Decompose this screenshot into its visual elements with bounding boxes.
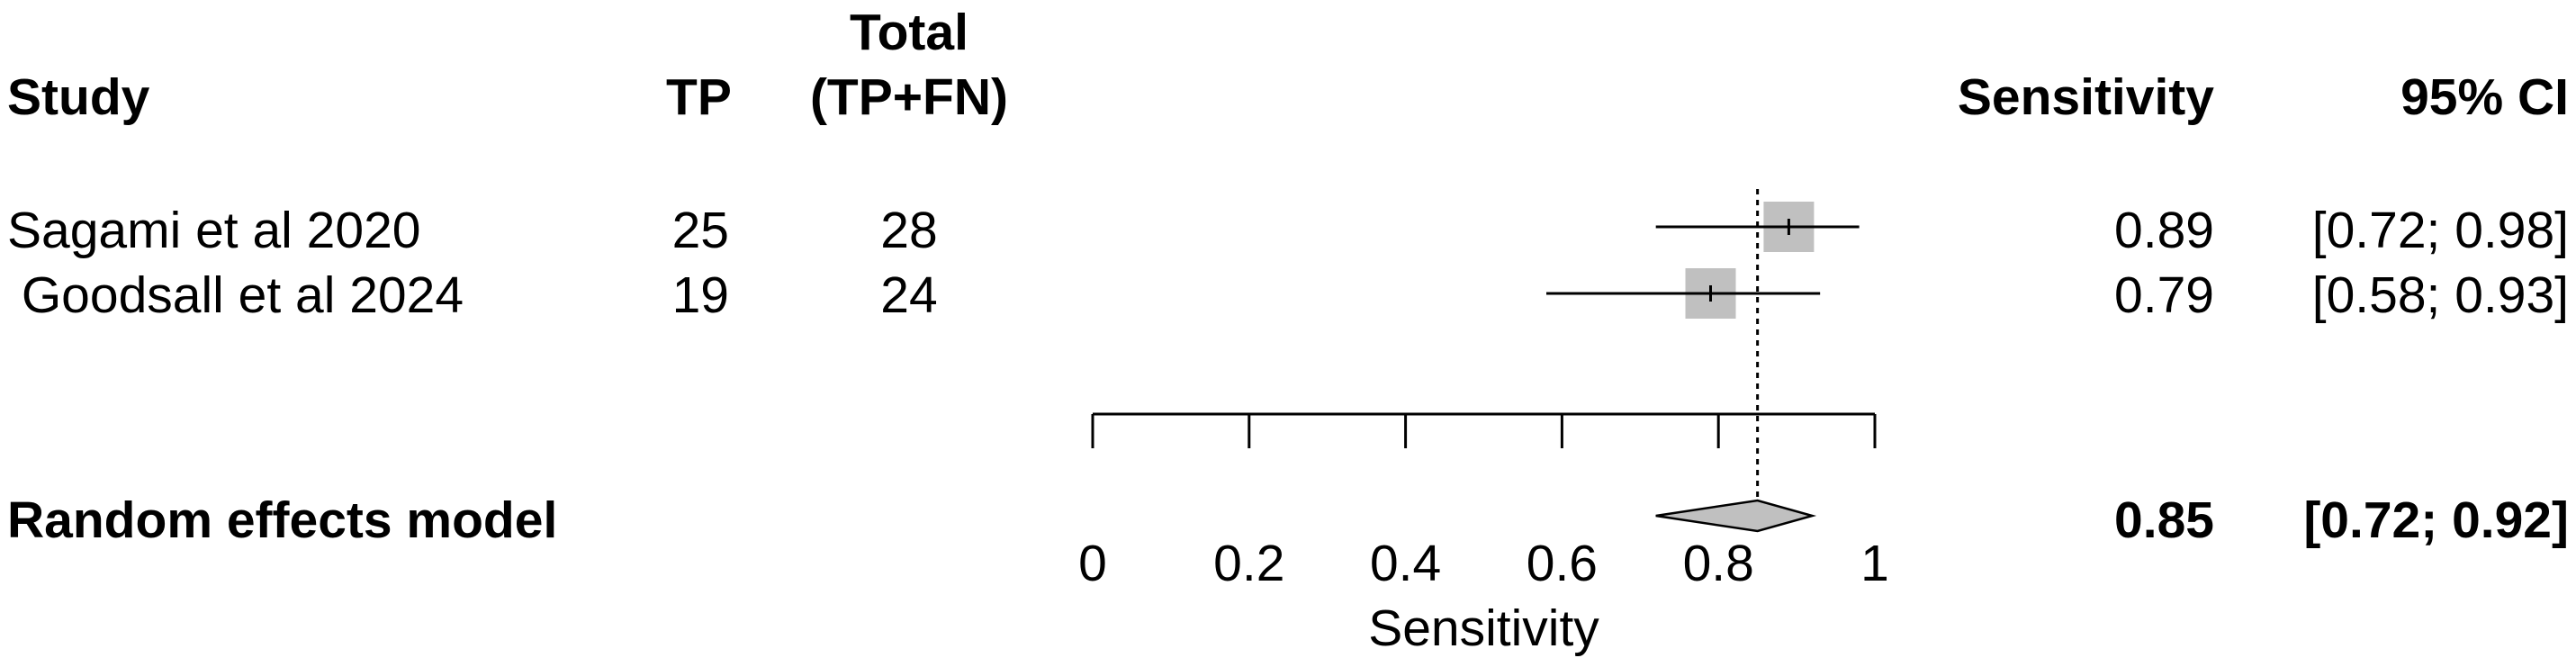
model-sensitivity: 0.85: [2114, 491, 2214, 549]
pooled-diamond: [1655, 499, 1817, 533]
study-ci: [0.58; 0.93]: [2311, 266, 2569, 324]
header-total-line1: Total: [850, 4, 968, 61]
model-ci: [0.72; 0.92]: [2303, 491, 2569, 549]
model-label: Random effects model: [7, 491, 558, 549]
study-total: 28: [880, 202, 938, 259]
study-sensitivity: 0.79: [2114, 266, 2214, 324]
x-tick-label: 0: [1078, 535, 1107, 592]
header-study: Study: [7, 68, 150, 126]
study-tp: 25: [671, 202, 729, 259]
study-ci: [0.72; 0.98]: [2311, 202, 2569, 259]
header-tp: TP: [666, 68, 732, 126]
study-name: Sagami et al 2020: [7, 202, 421, 259]
header-ci: 95% CI: [2400, 68, 2569, 126]
x-tick-label: 0.6: [1527, 535, 1598, 592]
x-tick-label: 0.8: [1683, 535, 1754, 592]
x-tick-label: 0.4: [1370, 535, 1441, 592]
x-tick-label: 1: [1860, 535, 1889, 592]
study-name: Goodsall et al 2024: [7, 266, 464, 324]
study-sensitivity: 0.89: [2114, 202, 2214, 259]
x-tick-label: 0.2: [1213, 535, 1284, 592]
header-sensitivity: Sensitivity: [1957, 68, 2214, 126]
x-axis-label: Sensitivity: [1368, 599, 1599, 657]
study-tp: 19: [671, 266, 729, 324]
study-total: 24: [880, 266, 938, 324]
header-total-line2: (TP+FN): [809, 68, 1009, 126]
